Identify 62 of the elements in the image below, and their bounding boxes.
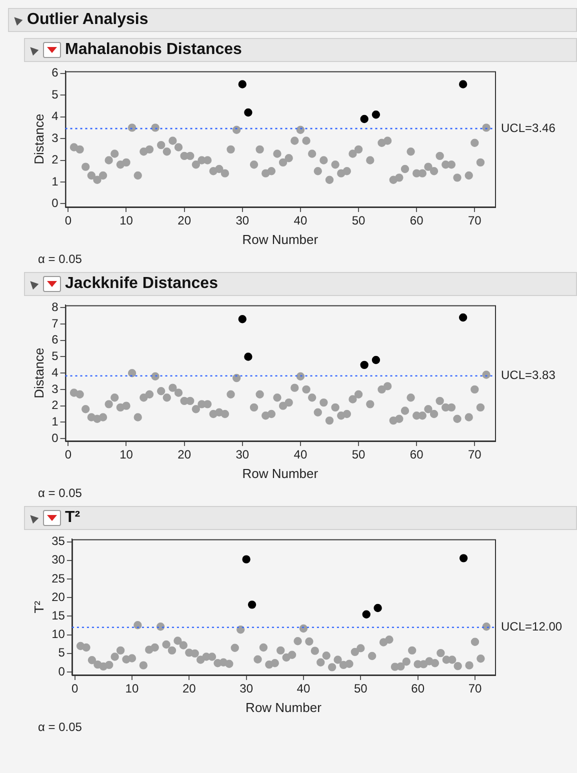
x-tick-label: 50 — [352, 448, 366, 462]
x-axis-title: Row Number — [246, 700, 322, 715]
x-tick-label: 40 — [294, 448, 308, 462]
x-tick-label: 20 — [182, 682, 196, 696]
x-tick-label: 30 — [236, 448, 250, 462]
x-tick-label: 50 — [354, 682, 368, 696]
chart-title: Outlier Analysis — [27, 11, 148, 29]
x-tick-label: 10 — [120, 214, 134, 228]
y-tick-label: 2 — [52, 398, 59, 412]
text: α = 0.05 — [38, 486, 83, 500]
x-tick-label: 30 — [240, 682, 254, 696]
y-tick-label: 5 — [58, 646, 66, 660]
text: α = 0.05 — [38, 720, 83, 734]
ref-line-label: UCL=12.00 — [501, 620, 562, 634]
y-tick-label: 3 — [52, 382, 59, 396]
y-tick-label: 6 — [52, 66, 59, 80]
y-tick-label: 1 — [52, 174, 59, 188]
x-tick-label: 10 — [125, 682, 139, 696]
y-tick-label: 5 — [52, 349, 59, 364]
x-tick-label: 50 — [352, 214, 366, 228]
x-tick-label: 20 — [178, 214, 192, 228]
x-tick-label: 60 — [410, 448, 424, 462]
x-tick-label: 70 — [468, 214, 482, 228]
y-tick-label: 15 — [52, 608, 66, 623]
y-tick-label: 10 — [52, 627, 66, 642]
x-axis-title: Row Number — [242, 466, 319, 481]
ref-line-label: UCL=3.46 — [501, 120, 556, 135]
y-tick-label: 30 — [52, 552, 66, 567]
y-tick-label: 4 — [52, 365, 59, 380]
x-tick-label: 60 — [410, 214, 424, 228]
x-axis-title: Row Number — [242, 232, 319, 247]
y-tick-label: 7 — [52, 316, 59, 330]
y-tick-label: 20 — [52, 590, 66, 604]
chart-subtitle: Mahalanobis Distances — [65, 41, 242, 59]
x-tick-label: 0 — [71, 682, 78, 696]
y-tick-label: 6 — [52, 332, 59, 347]
ref-line-label: UCL=3.83 — [501, 368, 556, 382]
x-tick-label: 70 — [468, 448, 482, 462]
y-tick-label: 0 — [52, 430, 59, 445]
x-tick-label: 60 — [411, 682, 425, 696]
y-tick-label: 0 — [58, 664, 66, 678]
y-tick-label: 8 — [52, 300, 59, 314]
x-tick-label: 20 — [178, 448, 192, 462]
y-tick-label: 5 — [52, 87, 59, 102]
x-tick-label: 40 — [296, 682, 310, 696]
y-tick-label: 35 — [52, 534, 66, 548]
y-tick-label: 0 — [52, 196, 59, 210]
x-tick-label: 70 — [468, 682, 482, 696]
chart-title: Jackknife Distances — [65, 275, 218, 293]
y-axis-title: Distance — [31, 348, 46, 398]
y-tick-label: 25 — [52, 571, 66, 586]
x-tick-label: 30 — [236, 214, 250, 228]
y-tick-label: 3 — [52, 130, 59, 145]
x-tick-label: 40 — [294, 214, 308, 228]
chart-title: T² — [65, 509, 80, 527]
y-tick-label: 1 — [52, 414, 59, 428]
y-tick-label: 2 — [52, 152, 59, 167]
y-axis-title: T² — [31, 600, 46, 614]
y-tick-label: 4 — [52, 109, 59, 124]
y-axis-title: Distance — [31, 114, 46, 164]
x-tick-label: 10 — [120, 448, 134, 462]
text: α = 0.05 — [38, 252, 83, 266]
